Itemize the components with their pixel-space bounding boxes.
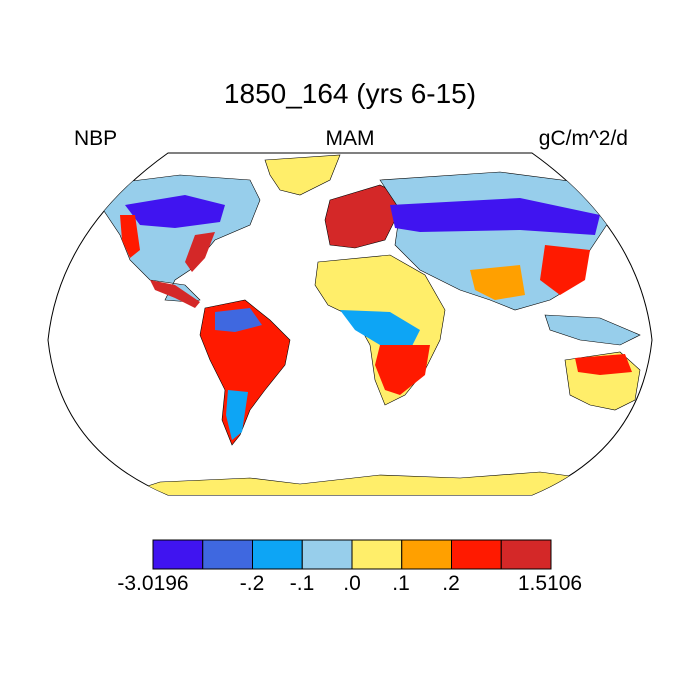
colorbar-tick-0: -3.0196 xyxy=(117,572,189,595)
africa-tropics xyxy=(340,310,420,350)
greenland-landmass xyxy=(264,154,341,196)
colorbar-tick-3: .0 xyxy=(343,572,361,595)
colorbar-swatch-0 xyxy=(152,539,204,570)
colorbar-swatch-4 xyxy=(351,539,403,570)
colorbar-tick-1: -.2 xyxy=(239,572,265,595)
asia-east xyxy=(540,245,590,295)
colorbar-swatch-7 xyxy=(500,539,552,570)
colorbar-swatch-6 xyxy=(451,539,502,570)
season-label: MAM xyxy=(325,127,375,150)
north-america-west xyxy=(120,215,140,258)
colorbar-swatch-1 xyxy=(202,539,253,570)
colorbar-swatch-3 xyxy=(301,539,353,570)
south-america-south xyxy=(226,390,248,440)
colorbar-swatch-5 xyxy=(401,539,452,570)
colorbar-tick-2: -.1 xyxy=(289,572,315,595)
south-america-north xyxy=(215,308,262,332)
indonesia-landmass xyxy=(544,314,641,346)
colorbar-swatch-2 xyxy=(252,539,303,570)
colorbar-tick-4: .1 xyxy=(392,572,410,595)
antarctica-landmass xyxy=(99,471,621,495)
asia-south xyxy=(470,265,525,300)
colorbar-tick-5: .2 xyxy=(442,572,460,595)
north-america-boreal xyxy=(125,195,225,228)
colorbar-tick-6: 1.5106 xyxy=(517,572,583,595)
asia-boreal-band xyxy=(390,198,600,235)
north-america-east-coast xyxy=(185,232,215,272)
africa-south xyxy=(375,345,430,395)
map-title: 1850_164 (yrs 6-15) xyxy=(223,78,477,109)
variable-label: NBP xyxy=(74,127,118,150)
central-america xyxy=(150,280,200,308)
units-label: gC/m^2/d xyxy=(538,127,628,150)
south-america-landmass xyxy=(199,299,291,446)
australia-north xyxy=(575,354,632,375)
